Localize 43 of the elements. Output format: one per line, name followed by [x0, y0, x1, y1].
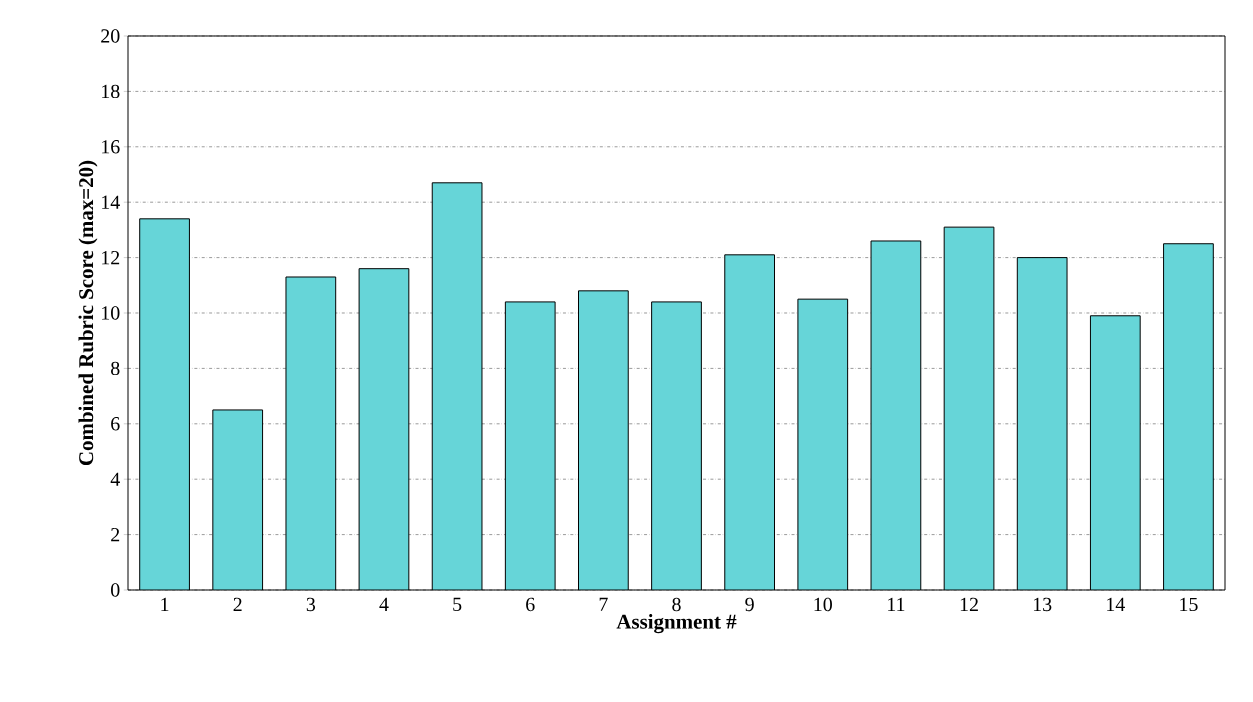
y-tick-label: 8 — [111, 361, 120, 376]
x-tick-label: 1 — [161, 597, 169, 611]
bar — [1090, 315, 1141, 590]
x-tick-label: 7 — [599, 597, 608, 611]
x-tick-label: 5 — [453, 597, 462, 612]
x-tick-label: 12 — [960, 597, 978, 611]
x-tick-label: 15 — [1180, 597, 1198, 612]
x-tick-label: 2 — [233, 597, 242, 611]
bar — [724, 254, 775, 590]
bar — [871, 240, 921, 590]
bar — [1163, 243, 1214, 590]
x-tick-label: 8 — [672, 597, 681, 612]
x-tick-label: 3 — [306, 597, 316, 612]
bar — [797, 299, 848, 590]
y-tick-label: 20 — [101, 29, 120, 43]
bar — [212, 409, 263, 590]
x-tick-label: 6 — [526, 597, 535, 612]
bar — [1017, 257, 1068, 590]
y-tick-label: 16 — [102, 140, 120, 154]
y-tick-label: 14 — [102, 195, 120, 209]
x-tick-label: 10 — [814, 597, 832, 612]
y-axis-title: Combined Rubric Score (max=20) — [78, 160, 98, 466]
x-tick-label: 9 — [745, 597, 754, 612]
x-tick-label: 4 — [379, 597, 389, 611]
bar — [285, 276, 336, 590]
bar — [651, 301, 702, 590]
bar — [139, 218, 190, 590]
bar — [432, 182, 482, 590]
y-tick-label: 10 — [102, 306, 120, 320]
bar — [359, 268, 409, 590]
y-tick-label: 0 — [111, 583, 120, 597]
bar — [944, 227, 994, 590]
x-tick-label: 11 — [888, 597, 905, 611]
bar — [578, 290, 629, 590]
x-tick-label: 13 — [1033, 597, 1052, 612]
y-tick-label: 4 — [110, 472, 120, 486]
y-tick-label: 2 — [111, 528, 120, 542]
y-tick-label: 12 — [102, 251, 120, 265]
x-axis-title: Assignment # — [616, 614, 737, 634]
y-tick-label: 18 — [102, 84, 120, 99]
y-tick-label: 6 — [111, 417, 120, 431]
x-tick-label: 14 — [1107, 597, 1125, 611]
bar — [505, 301, 556, 590]
